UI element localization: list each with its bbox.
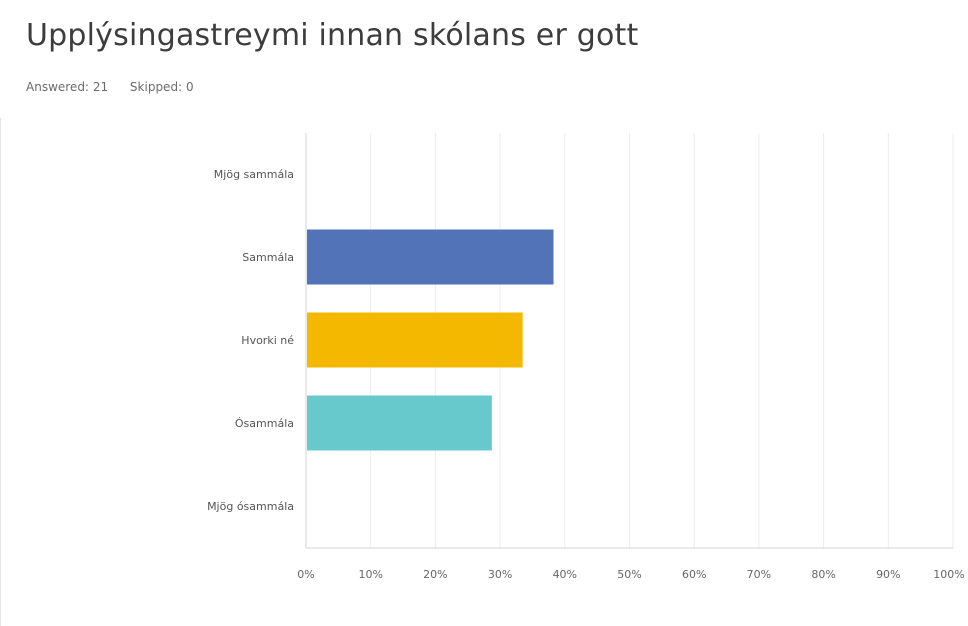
answered-stat: Answered: 21 [26, 80, 108, 94]
x-tick-label: 0% [297, 568, 314, 581]
category-label: Sammála [242, 251, 294, 264]
response-stats: Answered: 21 Skipped: 0 [26, 80, 194, 94]
x-tick-label: 80% [811, 568, 835, 581]
x-tick-label: 100% [933, 568, 964, 581]
x-tick-label: 10% [358, 568, 382, 581]
x-tick-label: 30% [488, 568, 512, 581]
skipped-count: 0 [185, 80, 194, 94]
bar [307, 229, 554, 285]
skipped-label: Skipped: [129, 80, 183, 94]
x-tick-label: 20% [423, 568, 447, 581]
answered-count: 21 [92, 80, 109, 94]
bar [307, 395, 492, 451]
category-label: Mjög ósammála [207, 500, 294, 513]
category-label: Mjög sammála [214, 168, 294, 181]
x-tick-label: 70% [747, 568, 771, 581]
answered-label: Answered: [26, 80, 89, 94]
category-label: Hvorki né [241, 334, 294, 347]
x-tick-label: 90% [876, 568, 900, 581]
skipped-stat: Skipped: 0 [130, 80, 194, 94]
category-label: Ósammála [235, 417, 294, 430]
bar [307, 312, 523, 368]
question-title: Upplýsingastreymi innan skólans er gott [26, 18, 639, 53]
x-tick-label: 60% [682, 568, 706, 581]
x-tick-label: 50% [617, 568, 641, 581]
panel-left-border [0, 118, 1, 626]
x-tick-label: 40% [553, 568, 577, 581]
